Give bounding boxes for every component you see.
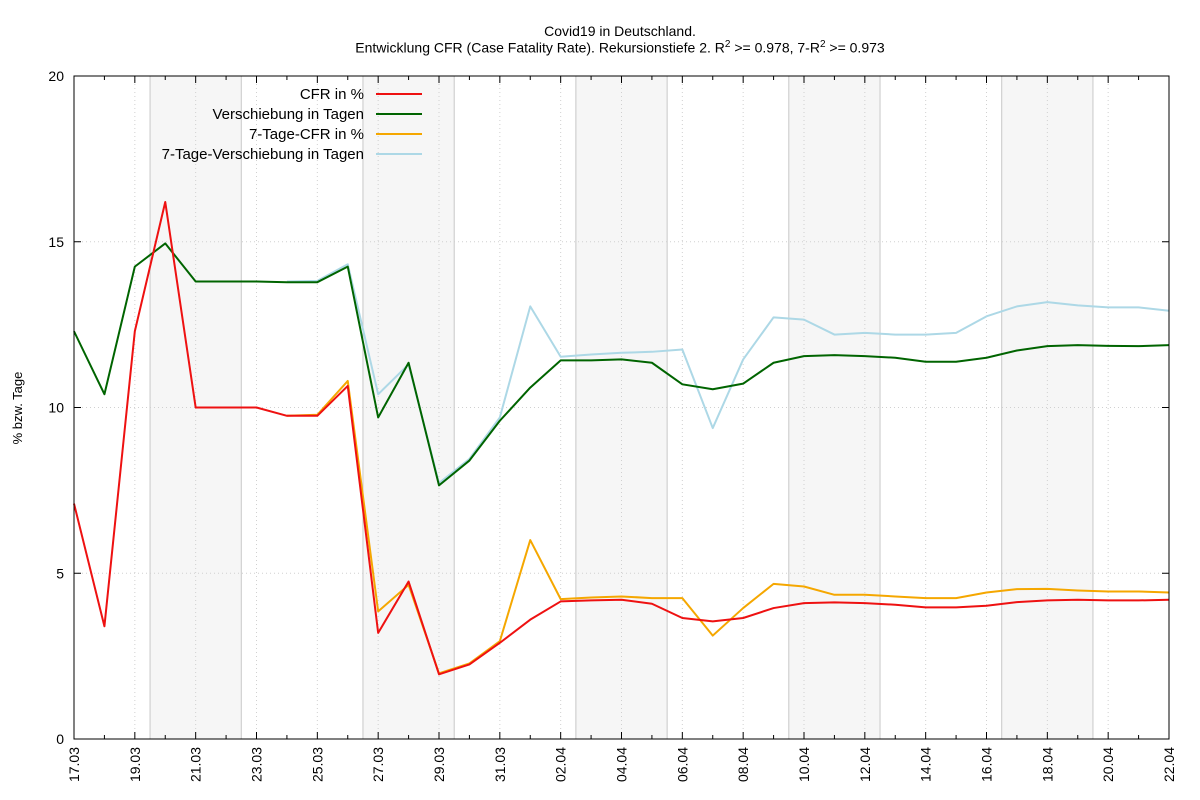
x-tick-label: 21.03	[188, 747, 204, 782]
weekend-band-4	[1001, 75, 1094, 740]
x-tick-label: 10.04	[796, 747, 812, 782]
y-tick-label: 10	[48, 400, 64, 416]
legend-label-1: Verschiebung in Tagen	[212, 106, 364, 123]
weekend-bands	[149, 75, 1094, 740]
series-lines	[73, 200, 1170, 676]
x-tick-label: 31.03	[492, 747, 508, 782]
chart-subtitle: Entwicklung CFR (Case Fatality Rate). Re…	[0, 39, 1200, 56]
axis-ticks: 0 5 10 15 20 17.03 19.03 21.03 23.03 25.03 27.03 29…	[48, 68, 1177, 782]
x-tick-label: 19.03	[127, 747, 143, 782]
legend-label-2: 7-Tage-CFR in %	[249, 126, 364, 143]
x-tick-label: 16.04	[979, 747, 995, 782]
x-tick-label: 14.04	[918, 747, 934, 782]
y-tick-label: 20	[48, 68, 64, 84]
subtitle-sup-1: 2	[724, 39, 731, 50]
subtitle-text-2: >= 0.978, 7-R	[730, 39, 820, 56]
subtitle-text-1: Entwicklung CFR (Case Fatality Rate). Re…	[355, 39, 725, 56]
y-tick-label: 0	[56, 731, 64, 747]
x-tick-label: 17.03	[66, 747, 82, 782]
x-tick-label: 06.04	[674, 747, 690, 782]
x-tick-label: 25.03	[309, 747, 325, 782]
legend-label-3: 7-Tage-Verschiebung in Tagen	[162, 146, 364, 163]
series-line-1	[73, 242, 1170, 487]
x-tick-label: 12.04	[857, 747, 873, 782]
legend-label-0: CFR in %	[300, 86, 364, 103]
y-axis-label: % bzw. Tage	[10, 372, 25, 445]
subtitle-sup-2: 2	[819, 39, 826, 50]
x-tick-label: 22.04	[1161, 747, 1177, 782]
x-tick-label: 23.03	[249, 747, 265, 782]
x-tick-label: 08.04	[735, 747, 751, 782]
x-tick-label: 29.03	[431, 747, 447, 782]
x-tick-label: 02.04	[553, 747, 569, 782]
series-line-0	[73, 200, 1170, 676]
y-tick-label: 5	[56, 565, 64, 581]
x-tick-label: 27.03	[370, 747, 386, 782]
x-tick-label: 18.04	[1039, 747, 1055, 782]
weekend-band-2	[575, 75, 668, 740]
x-tick-label: 20.04	[1100, 747, 1116, 782]
chart-title: Covid19 in Deutschland.	[544, 23, 696, 39]
x-tick-label: 04.04	[614, 747, 630, 782]
subtitle-text-3: >= 0.973	[825, 39, 885, 56]
legend: CFR in % Verschiebung in Tagen 7-Tage-CFR …	[162, 86, 422, 163]
y-tick-label: 15	[48, 234, 64, 250]
